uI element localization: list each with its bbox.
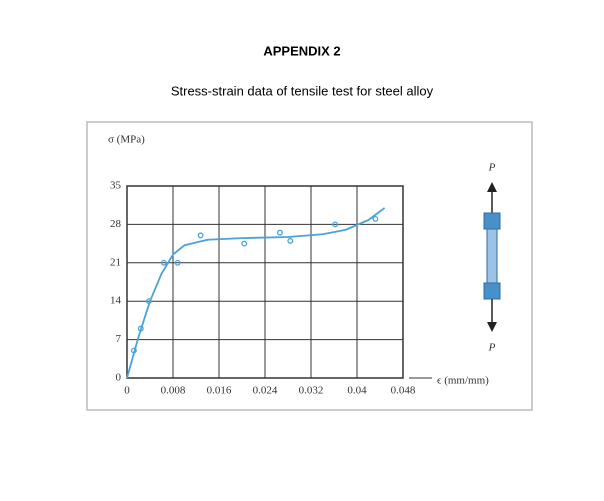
data-point xyxy=(197,232,204,239)
heading: APPENDIX 2 xyxy=(263,43,340,58)
y-tick-label: 0 xyxy=(116,372,122,384)
x-tick-label: 0.04 xyxy=(347,385,367,397)
data-point xyxy=(277,229,283,236)
fit-curve xyxy=(126,207,386,379)
data-point xyxy=(372,215,379,222)
specimen-icon xyxy=(483,182,501,332)
y-tick-label: 21 xyxy=(110,256,121,268)
data-point xyxy=(287,237,294,244)
y-axis-label: σ (MPa) xyxy=(108,134,145,146)
data-point xyxy=(160,259,167,266)
y-tick-label: 35 xyxy=(110,180,122,192)
data-point xyxy=(332,221,339,228)
y-tick-label: 14 xyxy=(110,295,122,307)
data-point xyxy=(174,259,181,266)
data-point xyxy=(241,240,248,247)
x-tick-label: 0.024 xyxy=(253,385,278,397)
x-tick-label: 0.008 xyxy=(161,385,186,397)
x-tick-label: 0.032 xyxy=(299,385,324,397)
force-label: P xyxy=(488,342,496,354)
x-axis-label: ϵ (mm/mm) xyxy=(437,375,489,387)
chart-title: Stress-strain data of tensile test for s… xyxy=(171,83,434,98)
x-tick-label: 0.048 xyxy=(391,385,416,397)
y-tick-label: 7 xyxy=(116,333,122,345)
x-tick-label: 0 xyxy=(124,385,130,397)
x-tick-label: 0.016 xyxy=(207,385,232,397)
force-label: P xyxy=(488,162,496,174)
chart-frame xyxy=(86,121,533,411)
y-tick-label: 28 xyxy=(110,218,122,230)
